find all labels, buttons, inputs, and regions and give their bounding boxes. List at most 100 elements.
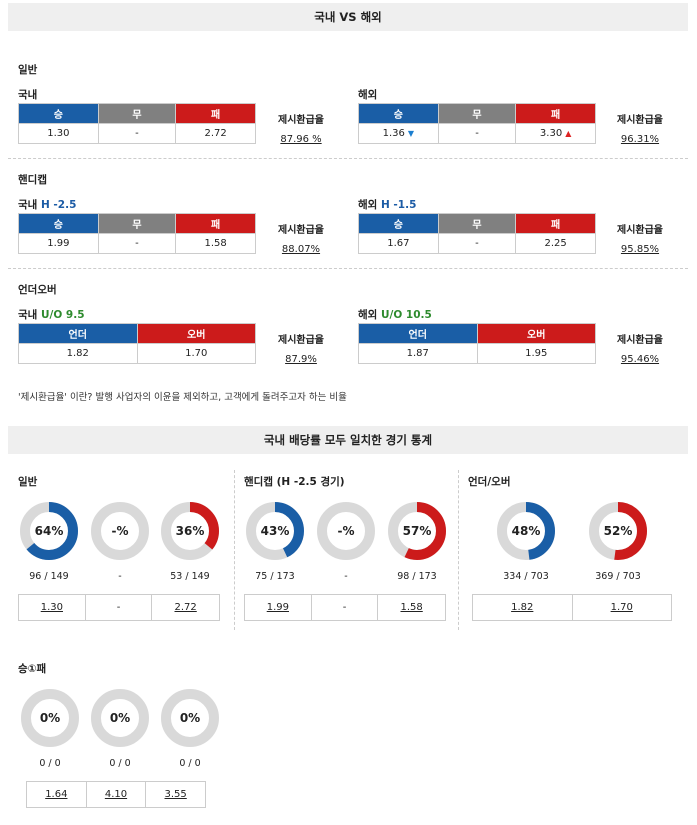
handicap-line: H -2.5	[40, 199, 77, 211]
rate-label: 제시환급율	[278, 335, 324, 346]
lose-header: 패	[175, 103, 256, 124]
odds-win: 1.67	[358, 233, 439, 254]
odds-link-text[interactable]: 1.30	[40, 602, 63, 613]
under-header: 언더	[18, 323, 138, 344]
odds-link-under[interactable]: 1.82	[472, 594, 573, 621]
rate-value[interactable]: 95.46%	[620, 354, 660, 365]
donut-chart: 57%	[386, 500, 448, 562]
general-overseas-rate: 제시환급율 96.31%	[606, 111, 674, 145]
odds-link-text[interactable]: 4.10	[104, 789, 128, 800]
donut-chart: 43%	[244, 500, 306, 562]
odds-under: 1.82	[18, 343, 138, 364]
donut-arc	[246, 502, 304, 560]
odds-link-text[interactable]: 1.70	[610, 602, 633, 613]
rate-value[interactable]: 96.31%	[620, 134, 660, 145]
odds-lose: 2.25	[515, 233, 596, 254]
donut-track	[21, 689, 79, 747]
donut-percent: -%	[111, 524, 129, 538]
section-label-handicap: 핸디캡	[18, 174, 47, 186]
stats-win1lose-odds: 1.64 4.10 3.55	[26, 781, 206, 808]
odds-link-text[interactable]: 1.64	[45, 789, 68, 800]
odds-link-text[interactable]: 1.82	[511, 602, 534, 613]
rate-value[interactable]: 87.96 %	[280, 134, 322, 145]
page-header: 국내 VS 해외	[8, 3, 688, 31]
odds-link-draw: -	[311, 594, 379, 621]
handicap-domestic-table: 승 무 패 1.99 - 1.58	[18, 213, 256, 254]
rate-value[interactable]: 87.9%	[285, 354, 317, 365]
donut-arc	[589, 502, 647, 560]
stats-label-win1lose: 승①패	[18, 663, 47, 675]
lose-header: 패	[175, 213, 256, 234]
general-domestic-label: 국내	[18, 89, 38, 101]
underover-domestic-label: 국내 U/O 9.5	[18, 307, 85, 322]
section-label-underover: 언더오버	[18, 284, 57, 296]
market-label: 국내	[18, 199, 38, 211]
donut-arc	[388, 502, 446, 560]
odds-win-value: 1.36	[382, 128, 405, 139]
donut-chart: 48%	[495, 500, 557, 562]
odds-link-win[interactable]: 1.64	[26, 781, 87, 808]
handicap-overseas-label: 해외 H -1.5	[358, 197, 416, 212]
odds-draw: -	[98, 123, 177, 144]
stats-label-underover: 언더/오버	[468, 476, 511, 488]
odds-link-text[interactable]: 1.58	[400, 602, 423, 613]
donut-track	[317, 502, 375, 560]
donut-track	[91, 502, 149, 560]
donut-chart: 64%	[18, 500, 80, 562]
odds-link-lose[interactable]: 2.72	[151, 594, 220, 621]
underover-overseas-table: 언더 오버 1.87 1.95	[358, 323, 596, 364]
donut-percent: 0%	[179, 711, 201, 725]
odds-link-over[interactable]: 1.70	[572, 594, 672, 621]
market-label: 해외	[358, 199, 378, 211]
odds-link-win[interactable]: 1.99	[244, 594, 312, 621]
rate-value[interactable]: 88.07%	[281, 244, 321, 255]
over-header: 오버	[477, 323, 596, 344]
odds-link-win[interactable]: 1.30	[18, 594, 86, 621]
odds-link-draw: -	[85, 594, 153, 621]
draw-header: 무	[438, 213, 517, 234]
donut-svg	[161, 502, 219, 560]
stats-handicap-odds: 1.99 - 1.58	[244, 594, 446, 621]
divider	[8, 268, 688, 269]
donut-svg	[246, 502, 304, 560]
odds-link-text[interactable]: 2.72	[174, 602, 197, 613]
underover-overseas-rate: 제시환급율 95.46%	[606, 331, 674, 365]
draw-header: 무	[98, 213, 177, 234]
stats-header: 국내 배당률 모두 일치한 경기 통계	[8, 426, 688, 454]
donut-count: 96 / 149	[29, 571, 69, 582]
rate-value[interactable]: 95.85%	[620, 244, 660, 255]
ou-line: U/O 9.5	[40, 309, 85, 321]
page-title: 국내 VS 해외	[314, 10, 382, 24]
donut-track	[91, 689, 149, 747]
odds-link-lose[interactable]: 3.55	[145, 781, 206, 808]
general-overseas-table: 승 무 패 1.36 ▼ - 3.30 ▲	[358, 103, 596, 144]
odds-link-lose[interactable]: 1.58	[377, 594, 446, 621]
rate-label: 제시환급율	[617, 225, 663, 236]
donut-chart: -%	[315, 500, 377, 562]
column-divider	[458, 470, 459, 630]
win-header: 승	[358, 213, 439, 234]
donut-percent: 43%	[260, 524, 290, 538]
donut-arc	[497, 502, 555, 560]
underover-domestic-table: 언더 오버 1.82 1.70	[18, 323, 256, 364]
donut-track	[161, 689, 219, 747]
win-header: 승	[18, 103, 99, 124]
donut-count: 75 / 173	[255, 571, 295, 582]
donut-count: -	[344, 571, 348, 582]
odds-link-text: -	[342, 602, 347, 613]
donut-percent: 64%	[34, 524, 64, 538]
odds-link-text[interactable]: 3.55	[164, 789, 187, 800]
rate-label: 제시환급율	[617, 335, 663, 346]
general-domestic-table: 승 무 패 1.30 - 2.72	[18, 103, 256, 144]
over-header: 오버	[137, 323, 256, 344]
donut-arc	[20, 502, 78, 560]
odds-lose: 1.58	[175, 233, 256, 254]
donut-svg	[317, 502, 375, 560]
general-overseas-label: 해외	[358, 89, 378, 101]
donut-percent: 52%	[603, 524, 633, 538]
donut-chart: 0%	[89, 687, 151, 749]
donut-svg	[91, 689, 149, 747]
odds-link-text[interactable]: 1.99	[266, 602, 289, 613]
odds-link-draw[interactable]: 4.10	[86, 781, 147, 808]
rate-label: 제시환급율	[617, 115, 663, 126]
